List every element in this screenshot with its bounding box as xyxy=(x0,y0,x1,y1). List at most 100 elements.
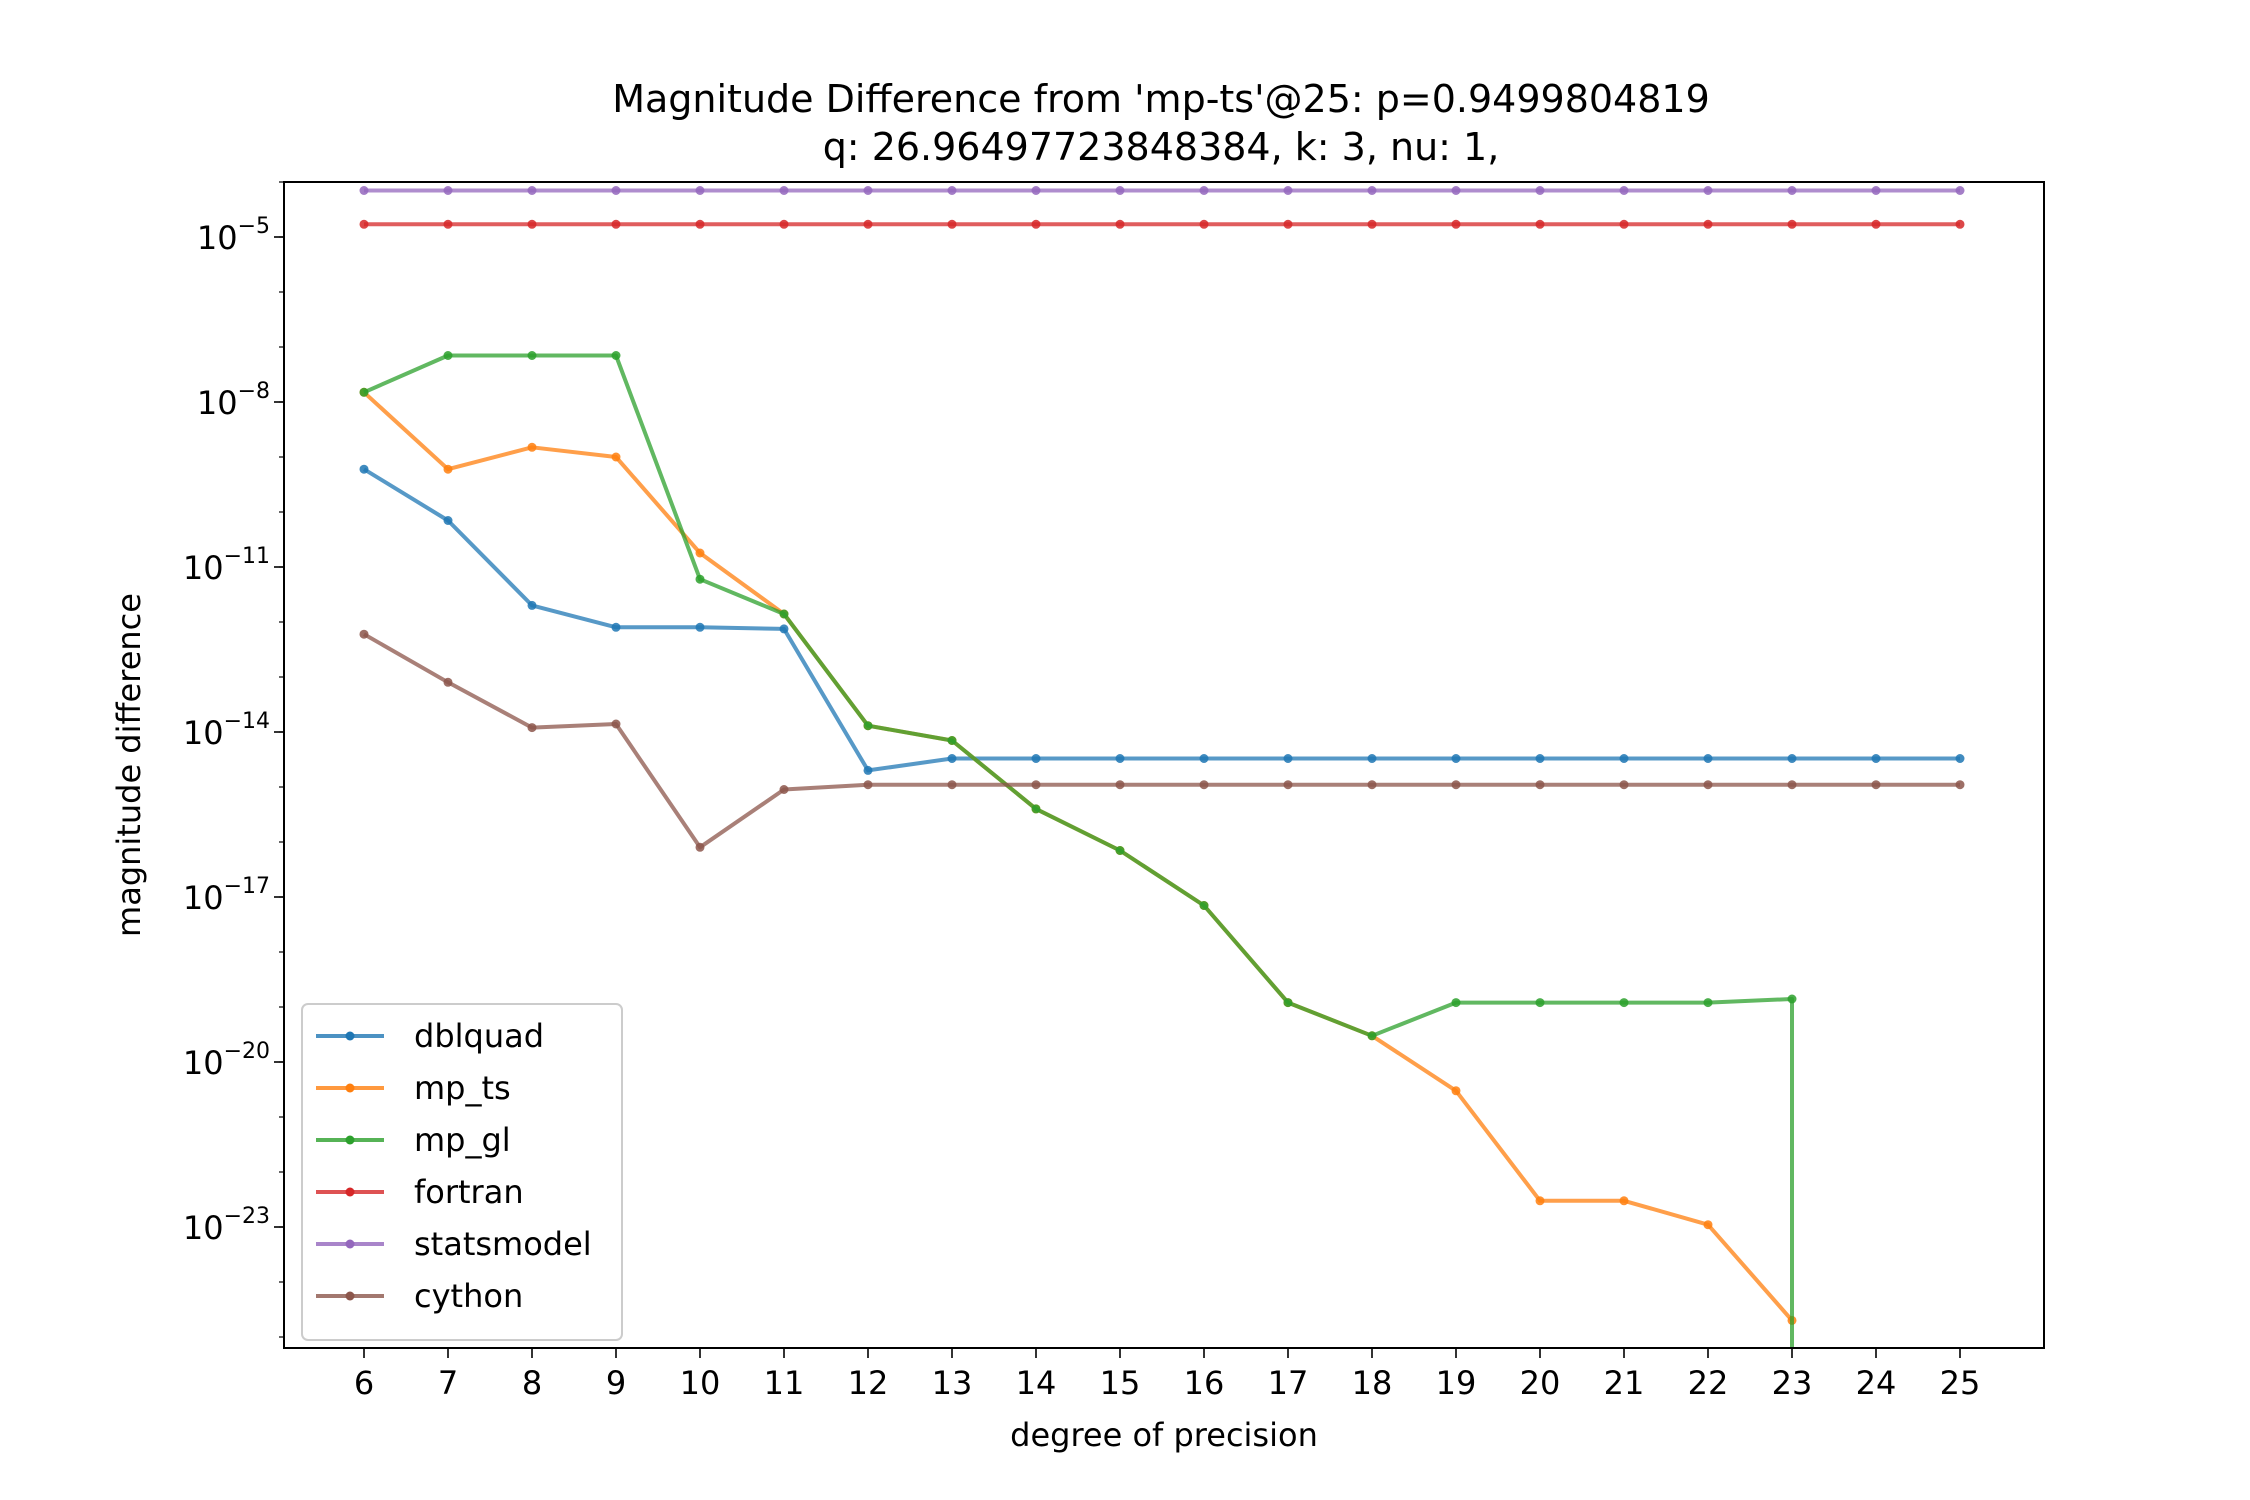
data-point-mp_gl-12 xyxy=(863,721,873,731)
y-tick-base: 10 xyxy=(183,549,224,587)
x-tick-label: 25 xyxy=(1940,1364,1981,1402)
data-point-mp_gl-7 xyxy=(443,351,453,360)
plot-area xyxy=(359,186,1965,1348)
series-fortran xyxy=(359,219,1965,229)
data-point-cython-18 xyxy=(1367,780,1377,790)
y-tick-base: 10 xyxy=(197,384,238,422)
data-point-statsmodel-20 xyxy=(1535,186,1545,195)
x-tick-label: 24 xyxy=(1856,1364,1897,1402)
legend-marker xyxy=(345,1031,355,1041)
x-tick-label: 8 xyxy=(522,1364,542,1402)
data-point-mp_ts-20 xyxy=(1535,1196,1545,1206)
data-point-fortran-14 xyxy=(1031,219,1041,229)
data-point-mp_ts-21 xyxy=(1619,1196,1629,1206)
data-point-mp_gl-6 xyxy=(359,387,369,397)
y-tick-label: 10−20 xyxy=(183,1039,270,1082)
legend-label: cython xyxy=(414,1277,523,1315)
data-point-cython-21 xyxy=(1619,780,1629,790)
legend-label: fortran xyxy=(414,1173,524,1211)
legend-marker xyxy=(345,1187,355,1197)
data-point-fortran-15 xyxy=(1115,219,1125,229)
data-point-mp_gl-15 xyxy=(1115,846,1125,855)
data-point-dblquad-19 xyxy=(1451,754,1461,763)
chart-subtitle: q: 26.96497723848384, k: 3, nu: 1, xyxy=(823,125,1500,169)
data-point-fortran-8 xyxy=(527,219,537,229)
data-point-cython-13 xyxy=(947,780,957,790)
y-tick-label: 10−14 xyxy=(183,709,270,752)
data-point-fortran-10 xyxy=(695,219,705,229)
data-point-dblquad-20 xyxy=(1535,754,1545,763)
data-point-dblquad-23 xyxy=(1787,754,1797,763)
data-point-mp_ts-8 xyxy=(527,442,537,452)
legend-marker xyxy=(345,1291,355,1301)
y-tick-exponent: −20 xyxy=(224,1039,270,1064)
legend-label: statsmodel xyxy=(414,1225,592,1263)
data-point-dblquad-12 xyxy=(863,765,873,775)
y-tick-exponent: −17 xyxy=(224,874,270,899)
data-point-dblquad-7 xyxy=(443,516,453,525)
x-tick-label: 21 xyxy=(1604,1364,1645,1402)
data-point-statsmodel-18 xyxy=(1367,186,1377,195)
data-point-statsmodel-14 xyxy=(1031,186,1041,195)
data-point-dblquad-8 xyxy=(527,600,537,610)
x-axis: 6 7 8 9 10 11 12 13 14 15 16 17 18 19 20 21 22 23 24 25 xyxy=(354,1348,1981,1402)
data-point-cython-9 xyxy=(611,719,621,729)
x-tick-label: 18 xyxy=(1352,1364,1393,1402)
y-tick-label: 10−17 xyxy=(183,874,270,917)
x-tick-label: 20 xyxy=(1520,1364,1561,1402)
y-tick-base: 10 xyxy=(183,714,224,752)
data-point-statsmodel-6 xyxy=(359,186,369,195)
data-point-fortran-19 xyxy=(1451,219,1461,229)
y-tick-exponent: −11 xyxy=(224,544,270,569)
data-point-fortran-22 xyxy=(1703,219,1713,229)
x-tick-label: 15 xyxy=(1100,1364,1141,1402)
data-point-fortran-11 xyxy=(779,219,789,229)
x-tick-label: 12 xyxy=(848,1364,889,1402)
series-statsmodel xyxy=(359,186,1965,195)
data-point-fortran-21 xyxy=(1619,219,1629,229)
data-point-mp_gl-14 xyxy=(1031,804,1041,814)
data-point-mp_gl-13 xyxy=(947,736,957,745)
y-tick-base: 10 xyxy=(183,879,224,917)
y-tick-label: 10−11 xyxy=(183,544,270,587)
data-point-statsmodel-25 xyxy=(1955,186,1965,195)
data-point-cython-23 xyxy=(1787,780,1797,790)
data-point-dblquad-13 xyxy=(947,754,957,763)
legend-label: dblquad xyxy=(414,1017,544,1055)
data-point-dblquad-9 xyxy=(611,622,621,632)
y-tick-base: 10 xyxy=(197,219,238,257)
data-point-statsmodel-24 xyxy=(1871,186,1881,195)
legend-item-dblquad: dblquad xyxy=(316,1017,544,1055)
data-point-cython-24 xyxy=(1871,780,1881,790)
data-point-cython-22 xyxy=(1703,780,1713,790)
data-point-cython-19 xyxy=(1451,780,1461,790)
data-point-mp_gl-23 xyxy=(1787,994,1797,1004)
data-point-statsmodel-15 xyxy=(1115,186,1125,195)
data-point-dblquad-16 xyxy=(1199,754,1209,763)
data-point-dblquad-25 xyxy=(1955,754,1965,763)
legend-marker xyxy=(345,1239,355,1249)
legend-item-statsmodel: statsmodel xyxy=(316,1225,592,1263)
legend-marker xyxy=(345,1135,355,1145)
data-point-cython-17 xyxy=(1283,780,1293,790)
y-axis-label: magnitude difference xyxy=(110,593,148,937)
data-point-statsmodel-19 xyxy=(1451,186,1461,195)
series-line-dblquad xyxy=(362,467,1960,773)
data-point-dblquad-18 xyxy=(1367,754,1377,763)
data-point-dblquad-10 xyxy=(695,622,705,632)
data-point-mp_gl-22 xyxy=(1703,998,1713,1008)
data-point-fortran-6 xyxy=(359,219,369,229)
data-point-mp_ts-9 xyxy=(611,452,621,462)
chart-title: Magnitude Difference from 'mp-ts'@25: p=… xyxy=(612,77,1710,121)
x-tick-label: 16 xyxy=(1184,1364,1225,1402)
axes-frame xyxy=(283,181,2045,1349)
data-point-fortran-7 xyxy=(443,219,453,229)
data-point-cython-15 xyxy=(1115,780,1125,790)
data-point-fortran-24 xyxy=(1871,219,1881,229)
data-point-dblquad-15 xyxy=(1115,754,1125,763)
data-point-statsmodel-13 xyxy=(947,186,957,195)
x-tick-label: 10 xyxy=(680,1364,721,1402)
legend-item-mp_ts: mp_ts xyxy=(316,1069,511,1107)
data-point-mp_ts-7 xyxy=(443,464,453,474)
